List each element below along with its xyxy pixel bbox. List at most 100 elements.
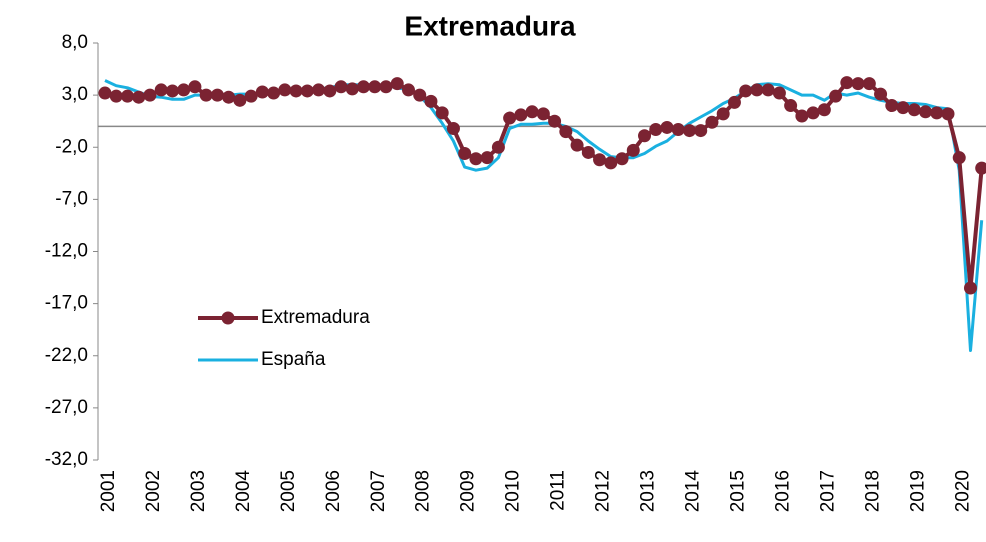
series-marker xyxy=(671,123,685,137)
series-marker xyxy=(132,90,146,104)
series-marker xyxy=(660,120,674,134)
x-tick-label: 2014 xyxy=(682,470,703,513)
x-tick-label: 2011 xyxy=(548,470,569,511)
x-tick-label: 2015 xyxy=(727,470,748,512)
x-tick-label: 2013 xyxy=(638,470,659,512)
x-tick-label: 2007 xyxy=(368,470,389,512)
series-marker xyxy=(312,83,326,97)
series-marker xyxy=(165,84,179,98)
series-marker xyxy=(649,123,663,137)
series-marker xyxy=(188,80,202,94)
series-marker xyxy=(840,76,854,90)
series-marker xyxy=(368,80,382,94)
series-marker xyxy=(581,145,595,159)
series-marker xyxy=(514,108,528,122)
series-marker xyxy=(289,84,303,98)
series-marker xyxy=(548,114,562,128)
x-tick-label: 2017 xyxy=(817,470,838,512)
series-marker xyxy=(143,88,157,102)
y-tick-label: 8,0 xyxy=(62,32,88,53)
series-marker xyxy=(469,152,483,166)
series-marker xyxy=(772,86,786,100)
series-marker xyxy=(716,107,730,121)
series-marker xyxy=(604,156,618,170)
y-tick-label: -12,0 xyxy=(45,241,88,262)
series-marker xyxy=(638,129,652,143)
series-marker xyxy=(300,84,314,98)
series-marker xyxy=(503,111,517,125)
x-tick-label: 2008 xyxy=(413,470,434,512)
series-marker xyxy=(210,88,224,102)
series-marker xyxy=(480,151,494,165)
series-marker xyxy=(525,105,539,119)
series-marker xyxy=(109,89,123,103)
x-tick-label: 2009 xyxy=(458,470,479,512)
series-marker xyxy=(154,83,168,97)
series-line xyxy=(104,79,984,352)
x-tick-label: 2018 xyxy=(862,470,883,512)
y-tick-label: -7,0 xyxy=(55,188,88,209)
series-marker xyxy=(435,106,449,120)
series-marker xyxy=(907,103,921,117)
series-marker xyxy=(323,84,337,98)
series-marker xyxy=(278,83,292,97)
series-marker xyxy=(795,109,809,123)
series-marker xyxy=(682,124,696,138)
series-marker xyxy=(536,107,550,121)
series-marker xyxy=(559,125,573,139)
series-marker xyxy=(401,83,415,97)
x-tick-label: 2020 xyxy=(952,470,973,512)
series-marker xyxy=(199,88,213,102)
series-marker xyxy=(851,77,865,91)
series-marker xyxy=(345,82,359,96)
y-tick-label: -2,0 xyxy=(55,136,88,157)
series-marker xyxy=(963,281,977,295)
y-tick-label: 3,0 xyxy=(62,84,88,105)
series-marker xyxy=(98,86,112,100)
x-tick-label: 2002 xyxy=(143,470,164,512)
y-tick-label: -32,0 xyxy=(45,449,88,470)
series-marker xyxy=(817,103,831,117)
series-marker xyxy=(244,89,258,103)
series-marker xyxy=(458,147,472,161)
series-marker xyxy=(593,153,607,167)
series-marker xyxy=(491,140,505,154)
series-marker xyxy=(862,77,876,91)
chart-title: Extremadura xyxy=(404,10,576,41)
series-marker xyxy=(446,121,460,135)
x-tick-label: 2001 xyxy=(98,470,119,512)
series-marker xyxy=(885,99,899,113)
series-marker xyxy=(750,83,764,97)
series-marker xyxy=(739,84,753,98)
series-marker xyxy=(267,86,281,100)
legend-label: España xyxy=(261,349,326,370)
legend-marker xyxy=(221,311,235,325)
series-marker xyxy=(222,90,236,104)
series-marker xyxy=(379,80,393,94)
series-marker xyxy=(334,80,348,94)
series-marker xyxy=(952,151,966,165)
series-marker xyxy=(806,106,820,120)
x-tick-label: 2019 xyxy=(907,470,928,512)
x-tick-label: 2010 xyxy=(503,470,524,512)
series-marker xyxy=(694,124,708,138)
series-marker xyxy=(919,105,933,119)
x-tick-label: 2005 xyxy=(278,470,299,512)
series-marker xyxy=(626,143,640,157)
series-marker xyxy=(874,87,888,101)
y-tick-label: -27,0 xyxy=(45,397,88,418)
series-marker xyxy=(975,161,986,175)
series-marker xyxy=(941,107,955,121)
series-marker xyxy=(761,83,775,97)
series-marker xyxy=(615,152,629,166)
series-marker xyxy=(784,99,798,113)
legend-label: Extremadura xyxy=(261,307,370,328)
series-marker xyxy=(570,138,584,152)
series-marker xyxy=(727,95,741,109)
series-marker xyxy=(705,115,719,129)
y-tick-label: -22,0 xyxy=(45,345,88,366)
x-tick-label: 2016 xyxy=(772,470,793,512)
series-marker xyxy=(930,106,944,120)
y-tick-label: -17,0 xyxy=(45,293,88,314)
